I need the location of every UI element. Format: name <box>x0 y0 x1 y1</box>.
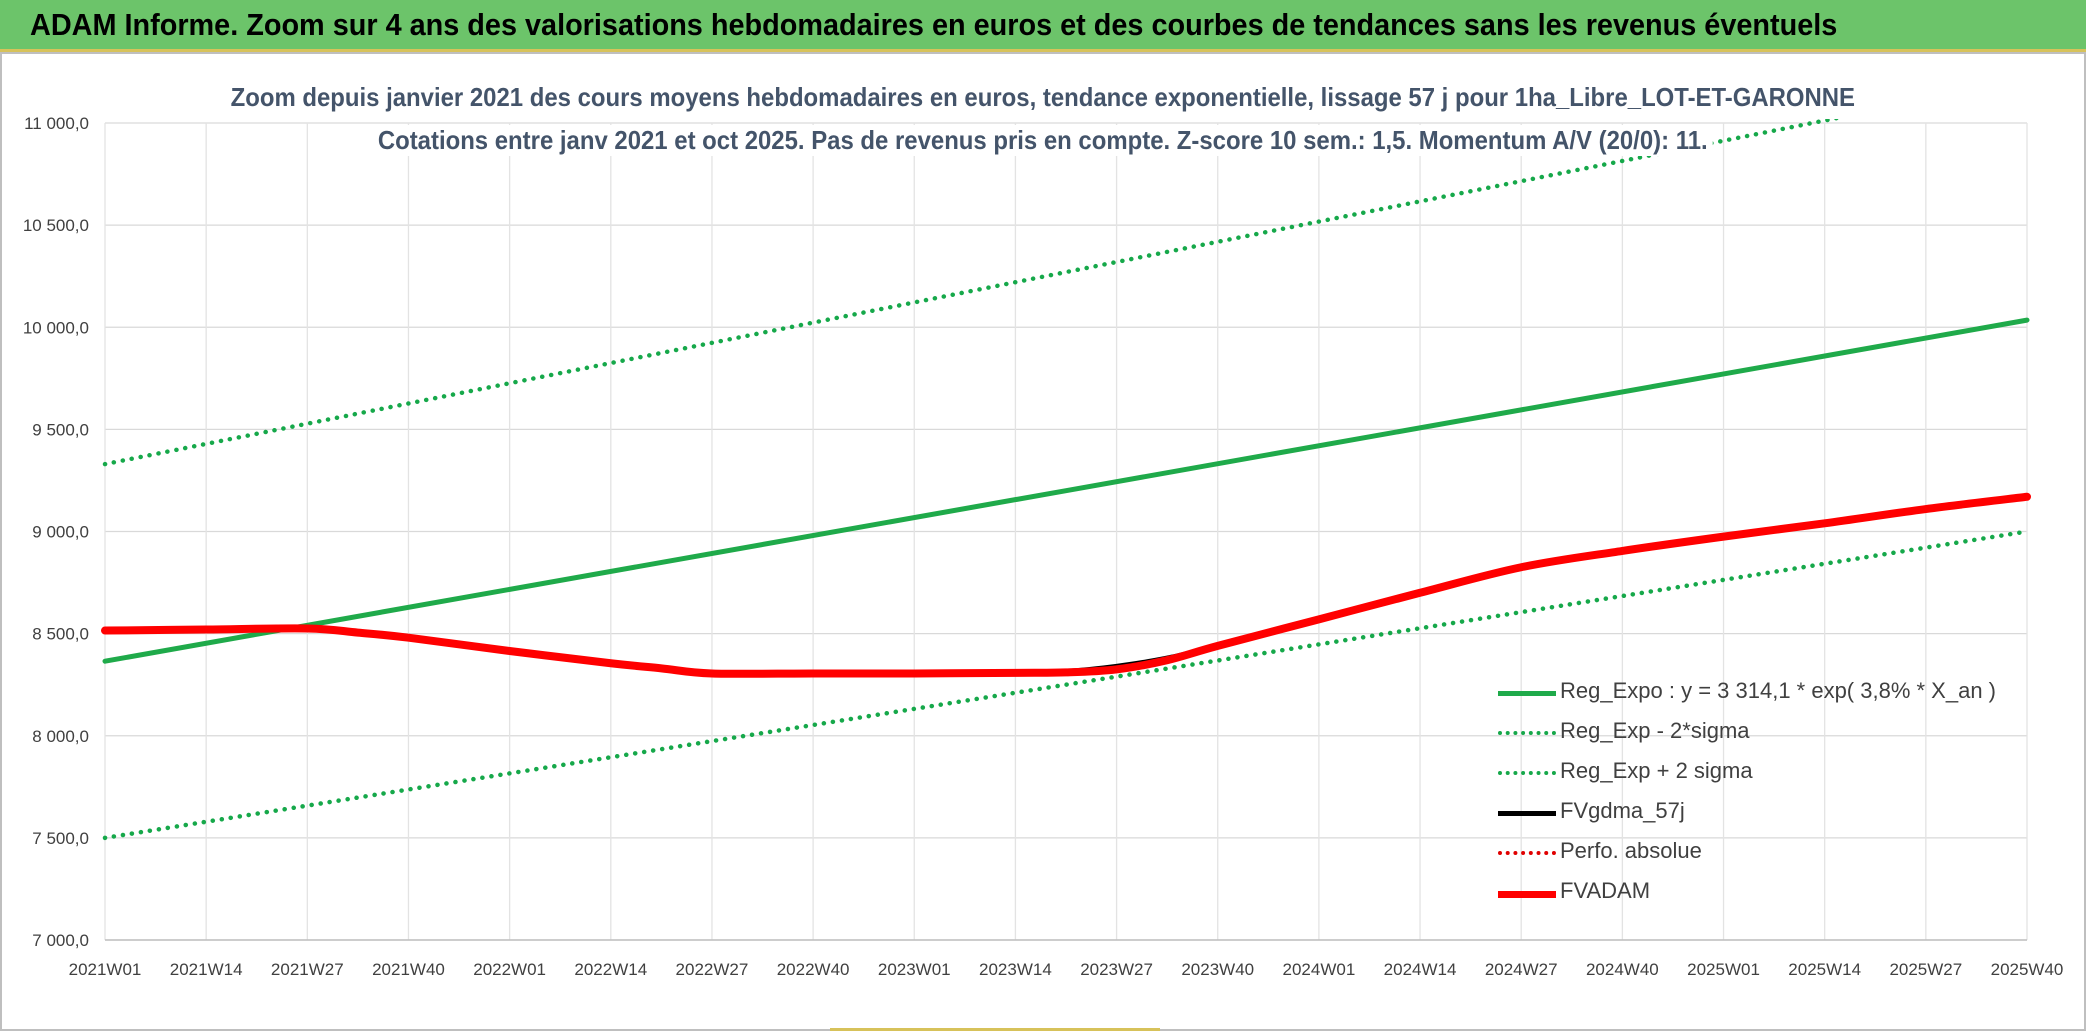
x-tick-label: 2025W27 <box>1889 960 1962 979</box>
y-tick-label: 10 500,0 <box>23 216 89 235</box>
x-tick-label: 2023W40 <box>1181 960 1254 979</box>
x-tick-label: 2024W01 <box>1283 960 1356 979</box>
title-banner: ADAM Informe. Zoom sur 4 ans des valoris… <box>0 0 2086 52</box>
legend-item-reg_expo: Reg_Expo : y = 3 314,1 * exp( 3,8% * X_a… <box>1494 672 2054 712</box>
legend-label: Reg_Exp + 2 sigma <box>1560 758 1753 783</box>
x-tick-label: 2022W27 <box>676 960 749 979</box>
legend-label: FVADAM <box>1560 878 1651 903</box>
series-reg_plus <box>102 119 1844 467</box>
y-tick-label: 7 000,0 <box>32 931 89 950</box>
legend-item-reg_minus: Reg_Exp - 2*sigma <box>1494 712 2054 752</box>
x-tick-label: 2022W40 <box>777 960 850 979</box>
legend-label: FVgdma_57j <box>1560 798 1685 823</box>
y-tick-label: 8 000,0 <box>32 727 89 746</box>
x-axis-ticks: 2021W01 2021W14 2021W27 2021W40 2022W01 2022W… <box>69 960 2064 979</box>
legend-swatch <box>1498 891 1556 898</box>
x-tick-label: 2025W40 <box>1991 960 2064 979</box>
x-tick-label: 2021W27 <box>271 960 344 979</box>
y-tick-label: 8 500,0 <box>32 625 89 644</box>
legend-item-reg_plus: Reg_Exp + 2 sigma <box>1494 752 2054 792</box>
y-tick-label: 9 000,0 <box>32 523 89 542</box>
x-tick-label: 2025W14 <box>1788 960 1861 979</box>
legend-swatch <box>1498 771 1556 775</box>
x-tick-label: 2023W27 <box>1080 960 1153 979</box>
x-tick-label: 2022W01 <box>473 960 546 979</box>
bottom-accent <box>830 1028 1160 1031</box>
legend-swatch <box>1498 811 1556 816</box>
y-tick-label: 9 500,0 <box>32 420 89 439</box>
legend-label: Reg_Expo : y = 3 314,1 * exp( 3,8% * X_a… <box>1560 678 1996 703</box>
x-tick-label: 2024W27 <box>1485 960 1558 979</box>
legend-label: Perfo. absolue <box>1560 838 1702 863</box>
series-lines <box>101 119 2031 841</box>
legend-swatch <box>1498 731 1556 735</box>
x-tick-label: 2021W14 <box>170 960 243 979</box>
x-tick-label: 2023W01 <box>878 960 951 979</box>
legend-swatch <box>1498 691 1556 696</box>
x-tick-label: 2021W40 <box>372 960 445 979</box>
y-axis-ticks: 7 000,0 7 500,0 8 000,0 8 500,0 9 000,0 9 500… <box>23 114 89 950</box>
x-tick-label: 2024W14 <box>1384 960 1457 979</box>
x-tick-label: 2022W14 <box>574 960 647 979</box>
grid-lines <box>104 122 2028 941</box>
banner-title: ADAM Informe. Zoom sur 4 ans des valoris… <box>30 7 1838 42</box>
series-reg_minus <box>102 529 2030 841</box>
legend-item-fvadam: FVADAM <box>1494 872 2054 912</box>
legend-label: Reg_Exp - 2*sigma <box>1560 718 1750 743</box>
y-tick-label: 11 000,0 <box>24 114 89 133</box>
legend-item-perfo: Perfo. absolue <box>1494 832 2054 872</box>
legend-item-fvgdma: FVgdma_57j <box>1494 792 2054 832</box>
x-tick-label: 2025W01 <box>1687 960 1760 979</box>
series-fvgdma <box>102 494 2030 677</box>
legend: Reg_Expo : y = 3 314,1 * exp( 3,8% * X_a… <box>1494 672 2054 912</box>
chart-subtitle: Cotations entre janv 2021 et oct 2025. P… <box>0 125 2086 156</box>
chart-title: Zoom depuis janvier 2021 des cours moyen… <box>0 82 2086 113</box>
series-fvadam <box>101 492 2031 678</box>
series-reg_expo <box>102 317 2030 664</box>
x-tick-label: 2023W14 <box>979 960 1052 979</box>
x-tick-label: 2024W40 <box>1586 960 1659 979</box>
legend-swatch <box>1498 851 1556 855</box>
y-tick-label: 7 500,0 <box>32 829 89 848</box>
y-tick-label: 10 000,0 <box>23 318 89 337</box>
x-tick-label: 2021W01 <box>69 960 142 979</box>
